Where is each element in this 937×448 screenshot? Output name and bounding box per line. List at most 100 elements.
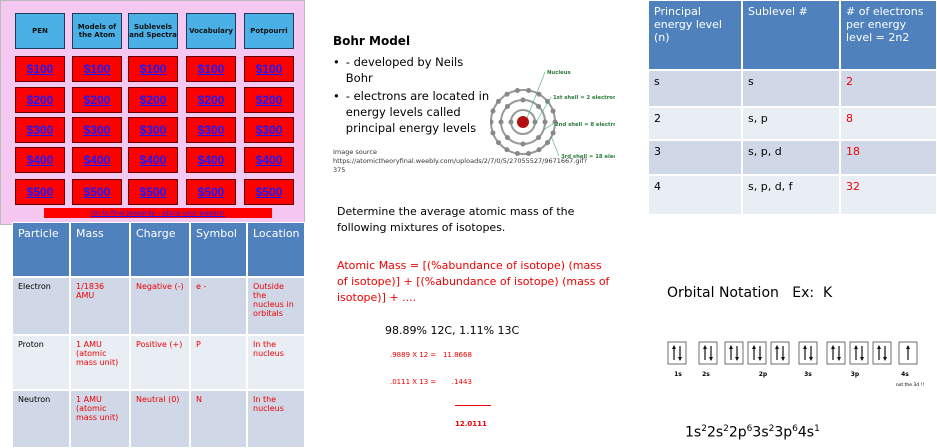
money-tile[interactable]: $300 <box>15 117 65 143</box>
table-cell: 4 <box>648 175 742 215</box>
electron <box>520 141 526 147</box>
category-header: Vocabulary <box>186 13 236 49</box>
bullet: • - developed by Neils Bohr <box>333 54 493 86</box>
arrow-head <box>775 345 779 349</box>
money-tile[interactable]: $100 <box>128 56 178 82</box>
money-tile[interactable]: $500 <box>15 179 65 205</box>
category-header: Potpourri <box>244 13 294 49</box>
money-tile[interactable]: $200 <box>15 87 65 113</box>
money-tile[interactable]: $300 <box>186 117 236 143</box>
jeopardy-board: PEN $100 $200 $300 $400 $500 Models of the Ato… <box>0 0 305 225</box>
money-tile[interactable]: $500 <box>244 179 294 205</box>
arrow-head <box>860 357 864 361</box>
category-header: Models of the Atom <box>72 13 122 49</box>
money-tile[interactable]: $400 <box>186 147 236 173</box>
header-cell: Charge <box>130 222 190 277</box>
arrow-head <box>729 345 733 349</box>
sublevel-label: 1s <box>674 371 682 378</box>
electron <box>490 119 494 125</box>
nucleus <box>517 116 529 128</box>
config-exponent: 2 <box>723 424 729 434</box>
table-cell: s <box>742 70 840 107</box>
table-cell: Neutron <box>12 390 70 448</box>
arrow-head <box>672 345 676 349</box>
diagram-label: 3rd shell = 18 electrons <box>561 154 615 160</box>
arrow-head <box>678 357 682 361</box>
electron <box>495 98 501 104</box>
header-cell: Mass <box>70 222 130 277</box>
money-tile[interactable]: $100 <box>15 56 65 82</box>
orbital-box <box>770 341 790 365</box>
table-cell: 32 <box>840 175 937 215</box>
table-cell: Proton <box>12 335 70 390</box>
config-term: 2p <box>728 424 747 441</box>
money-tile[interactable]: $100 <box>244 56 294 82</box>
config-exponent: 6 <box>746 424 753 434</box>
money-tile[interactable]: $200 <box>186 87 236 113</box>
table-cell: Electron <box>12 277 70 335</box>
final-jeopardy-link[interactable]: On to final Jeopardy – place your wagers… <box>44 208 272 218</box>
money-tile[interactable]: $200 <box>244 87 294 113</box>
money-tile[interactable]: $100 <box>186 56 236 82</box>
electron <box>526 87 532 93</box>
table-cell: 2 <box>648 107 742 140</box>
money-tile[interactable]: $300 <box>128 117 178 143</box>
formula: Atomic Mass = [(%abundance of isotope) (… <box>337 259 610 304</box>
electron <box>504 135 510 141</box>
arrow-head <box>709 357 713 361</box>
orbital-title: Orbital Notation Ex: K <box>667 285 833 301</box>
electron <box>490 108 496 114</box>
money-tile[interactable]: $400 <box>128 147 178 173</box>
electron <box>504 91 510 97</box>
money-tile[interactable]: $400 <box>15 147 65 173</box>
table-cell: 18 <box>840 140 937 175</box>
bullet-text: - electrons are located in energy levels… <box>345 89 490 135</box>
electron <box>520 97 526 103</box>
electron <box>536 135 542 141</box>
electron <box>550 108 556 114</box>
config-term: 3p <box>774 424 793 441</box>
header-cell: # of electrons per energy level = 2n2 <box>840 0 937 70</box>
sublevel-label: 4s <box>901 371 909 378</box>
electron <box>545 98 551 104</box>
config-exponent: 2 <box>701 424 707 434</box>
table-cell: Positive (+) <box>130 335 190 390</box>
header-cell: Particle <box>12 222 70 277</box>
bullet-dot: • <box>333 89 340 103</box>
money-tile[interactable]: $400 <box>72 147 122 173</box>
money-tile[interactable]: $500 <box>128 179 178 205</box>
arrow-head <box>831 345 835 349</box>
orbital-box <box>724 341 744 365</box>
arrow-head <box>883 357 887 361</box>
arrow-head <box>703 345 707 349</box>
money-tile[interactable]: $200 <box>72 87 122 113</box>
bohr-title: Bohr Model <box>333 34 411 48</box>
header-cell: Location <box>247 222 305 277</box>
config-term: 2s <box>706 424 724 441</box>
table-cell: 2 <box>840 70 937 107</box>
electron <box>508 119 514 125</box>
money-tile[interactable]: $300 <box>72 117 122 143</box>
calc-step: .9889 X 12 = 11.8668 <box>390 351 472 359</box>
table-cell: In the nucleus <box>247 390 305 448</box>
calc-total: 12.0111 <box>455 420 487 428</box>
money-tile[interactable]: $300 <box>244 117 294 143</box>
arrow-head <box>837 357 841 361</box>
table-cell: P <box>190 335 247 390</box>
table-cell: e - <box>190 277 247 335</box>
table-cell: N <box>190 390 247 448</box>
money-tile[interactable]: $400 <box>244 147 294 173</box>
money-tile[interactable]: $200 <box>128 87 178 113</box>
arrow-head <box>854 345 858 349</box>
particle-table: Particle Mass Charge Symbol Location Electron… <box>12 222 305 448</box>
bohr-diagram: Nucleus 1st shell = 2 electrons 2nd shell … <box>490 70 615 160</box>
config-exponent: 6 <box>792 424 798 434</box>
money-tile[interactable]: $500 <box>72 179 122 205</box>
isotope-prompt: Determine the average atomic mass of the… <box>337 205 575 234</box>
money-tile[interactable]: $500 <box>186 179 236 205</box>
money-tile[interactable]: $100 <box>72 56 122 82</box>
orbital-box <box>698 341 718 365</box>
electron <box>536 103 542 109</box>
diagram-label: 2nd shell = 8 electrons <box>555 122 615 128</box>
